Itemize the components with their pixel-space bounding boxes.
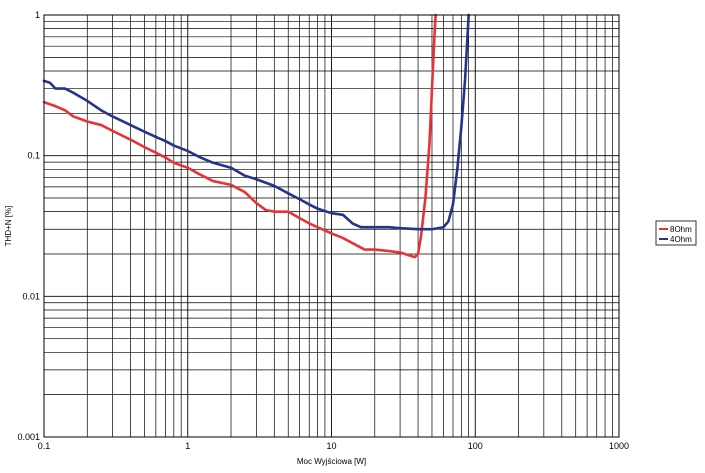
grid-lines xyxy=(43,15,619,438)
x-tick-label: 100 xyxy=(468,441,483,451)
legend: 8Ohm 4Ohm xyxy=(655,220,697,246)
y-tick-label: 1 xyxy=(35,10,40,20)
x-tick-label: 1 xyxy=(185,441,190,451)
y-tick-label: 0.01 xyxy=(22,291,40,301)
series-line-8ohm xyxy=(42,13,437,259)
legend-box xyxy=(655,220,697,246)
y-tick-labels: 1 0.1 0.01 0.001 xyxy=(17,10,40,442)
x-axis-title: Moc Wyjściowa [W] xyxy=(297,457,366,466)
y-tick-label: 0.1 xyxy=(27,151,40,161)
y-tick-label: 0.001 xyxy=(17,432,40,442)
legend-label-8ohm: 8Ohm xyxy=(670,225,692,234)
y-axis-title: THD+N [%] xyxy=(4,206,13,247)
plot-frame xyxy=(43,14,620,438)
x-tick-labels: 0.1 1 10 100 1000 xyxy=(38,441,629,451)
x-tick-label: 10 xyxy=(326,441,336,451)
series-layer xyxy=(42,13,470,259)
x-tick-label: 1000 xyxy=(609,441,629,451)
legend-label-4ohm: 4Ohm xyxy=(670,235,692,244)
x-tick-label: 0.1 xyxy=(38,441,51,451)
series-line-4ohm xyxy=(42,13,470,231)
